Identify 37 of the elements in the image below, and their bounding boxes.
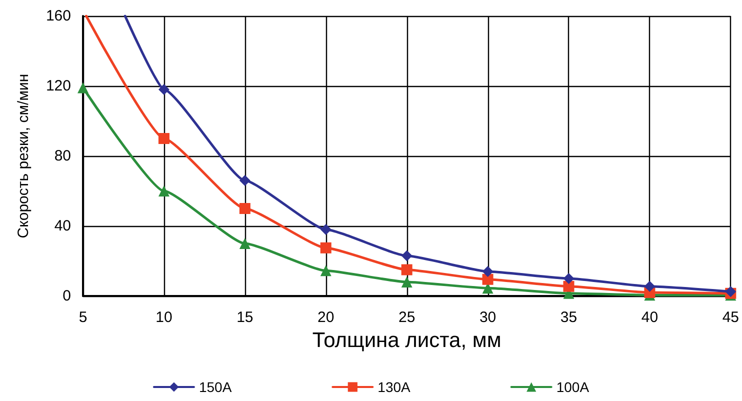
legend-label: 100A [556, 379, 590, 395]
point [482, 266, 494, 277]
y-tick-label: 160 [46, 8, 71, 24]
legend-label: 130A [378, 379, 412, 395]
point [320, 224, 332, 235]
point [563, 273, 574, 284]
y-tick-label: 0 [62, 288, 71, 304]
y-tick-label: 40 [54, 218, 71, 234]
point [320, 265, 332, 276]
point [563, 280, 574, 292]
x-tick-label: 20 [318, 309, 334, 326]
point [239, 203, 250, 214]
point [401, 264, 412, 276]
x-tick-label: 30 [479, 309, 496, 326]
y-tick-label: 120 [46, 78, 71, 94]
x-tick-label: 35 [560, 309, 578, 326]
point [482, 274, 494, 285]
point [644, 280, 656, 292]
x-tick-label: 40 [641, 309, 658, 326]
y-axis-title: Скорость резки, см/мин [15, 74, 32, 238]
point [158, 84, 170, 95]
x-tick-label: 45 [722, 309, 739, 326]
point [158, 186, 170, 196]
point [158, 133, 170, 144]
point [239, 238, 250, 249]
point [239, 175, 250, 186]
x-tick-label: 10 [156, 309, 172, 326]
point [78, 82, 88, 94]
point [401, 250, 412, 262]
point [320, 242, 332, 254]
x-tick-label: 15 [236, 309, 254, 326]
x-axis-title: Толщина листа, мм [312, 328, 502, 352]
x-tick-label: 25 [398, 309, 416, 326]
y-tick-label: 80 [54, 148, 71, 164]
x-tick-label: 5 [78, 309, 88, 326]
point [401, 276, 412, 288]
legend-label: 150A [198, 379, 232, 395]
